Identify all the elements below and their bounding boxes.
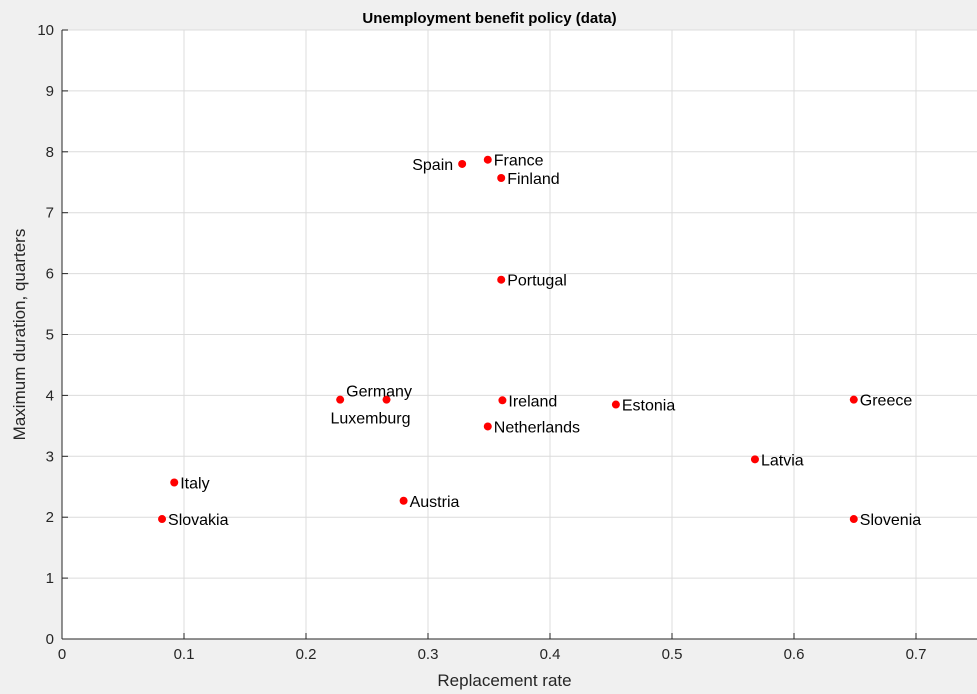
y-tick-label: 8 xyxy=(46,144,54,161)
x-tick-label: 0.4 xyxy=(540,646,561,663)
data-point-ireland xyxy=(498,396,507,405)
x-tick-label: 0.6 xyxy=(784,646,805,663)
chart-title: Unemployment benefit policy (data) xyxy=(362,10,616,27)
x-tick-label: 0.3 xyxy=(418,646,439,663)
grid xyxy=(62,29,977,639)
data-point-germany xyxy=(336,395,345,404)
point-label-ireland: Ireland xyxy=(508,393,557,410)
data-point-latvia xyxy=(750,455,759,464)
data-point-austria xyxy=(399,496,408,505)
point-label-finland: Finland xyxy=(507,171,559,188)
point-label-slovenia: Slovenia xyxy=(860,512,921,529)
data-point-slovakia xyxy=(158,515,167,524)
point-label-latvia: Latvia xyxy=(761,452,804,469)
point-label-estonia: Estonia xyxy=(622,398,675,415)
data-point-luxemburg xyxy=(382,395,391,404)
y-tick-label: 4 xyxy=(46,387,54,404)
data-point-france xyxy=(483,155,492,164)
y-tick-label: 7 xyxy=(46,205,54,222)
data-point-greece xyxy=(849,395,858,404)
y-tick-label: 9 xyxy=(46,83,54,100)
data-point-finland xyxy=(497,173,506,182)
tick-labels: 0 0.1 0.2 0.3 0.4 0.5 0.6 0.7 0 1 2 3 4 5 6 7 8 9 10 xyxy=(37,22,926,663)
y-tick-label: 6 xyxy=(46,266,54,283)
point-label-germany: Germany xyxy=(346,384,412,401)
data-point-portugal xyxy=(497,275,506,284)
y-axis-label: Maximum duration, quarters xyxy=(10,229,29,441)
data-point-netherlands xyxy=(483,422,492,431)
point-label-spain: Spain xyxy=(412,157,453,174)
x-tick-label: 0.5 xyxy=(662,646,683,663)
data-points xyxy=(158,155,858,524)
x-tick-label: 0.1 xyxy=(174,646,195,663)
point-label-netherlands: Netherlands xyxy=(494,419,580,436)
y-tick-label: 10 xyxy=(37,22,54,39)
y-tick-label: 3 xyxy=(46,448,54,465)
data-point-slovenia xyxy=(849,515,858,524)
data-point-estonia xyxy=(611,400,620,409)
x-tick-label: 0 xyxy=(58,646,66,663)
data-point-spain xyxy=(458,159,467,168)
x-tick-label: 0.7 xyxy=(906,646,927,663)
point-label-austria: Austria xyxy=(410,494,460,511)
point-label-italy: Italy xyxy=(180,475,209,492)
y-tick-label: 2 xyxy=(46,509,54,526)
point-label-slovakia: Slovakia xyxy=(168,512,229,529)
data-point-italy xyxy=(170,478,179,487)
y-tick-label: 1 xyxy=(46,570,54,587)
y-tick-label: 0 xyxy=(46,631,54,648)
point-label-portugal: Portugal xyxy=(507,273,567,290)
point-label-greece: Greece xyxy=(860,393,913,410)
point-label-luxemburg: Luxemburg xyxy=(330,411,410,428)
y-tick-label: 5 xyxy=(46,327,54,344)
x-tick-label: 0.2 xyxy=(296,646,317,663)
axes xyxy=(61,29,977,640)
x-axis-label: Replacement rate xyxy=(437,671,571,690)
point-label-france: France xyxy=(494,153,544,170)
